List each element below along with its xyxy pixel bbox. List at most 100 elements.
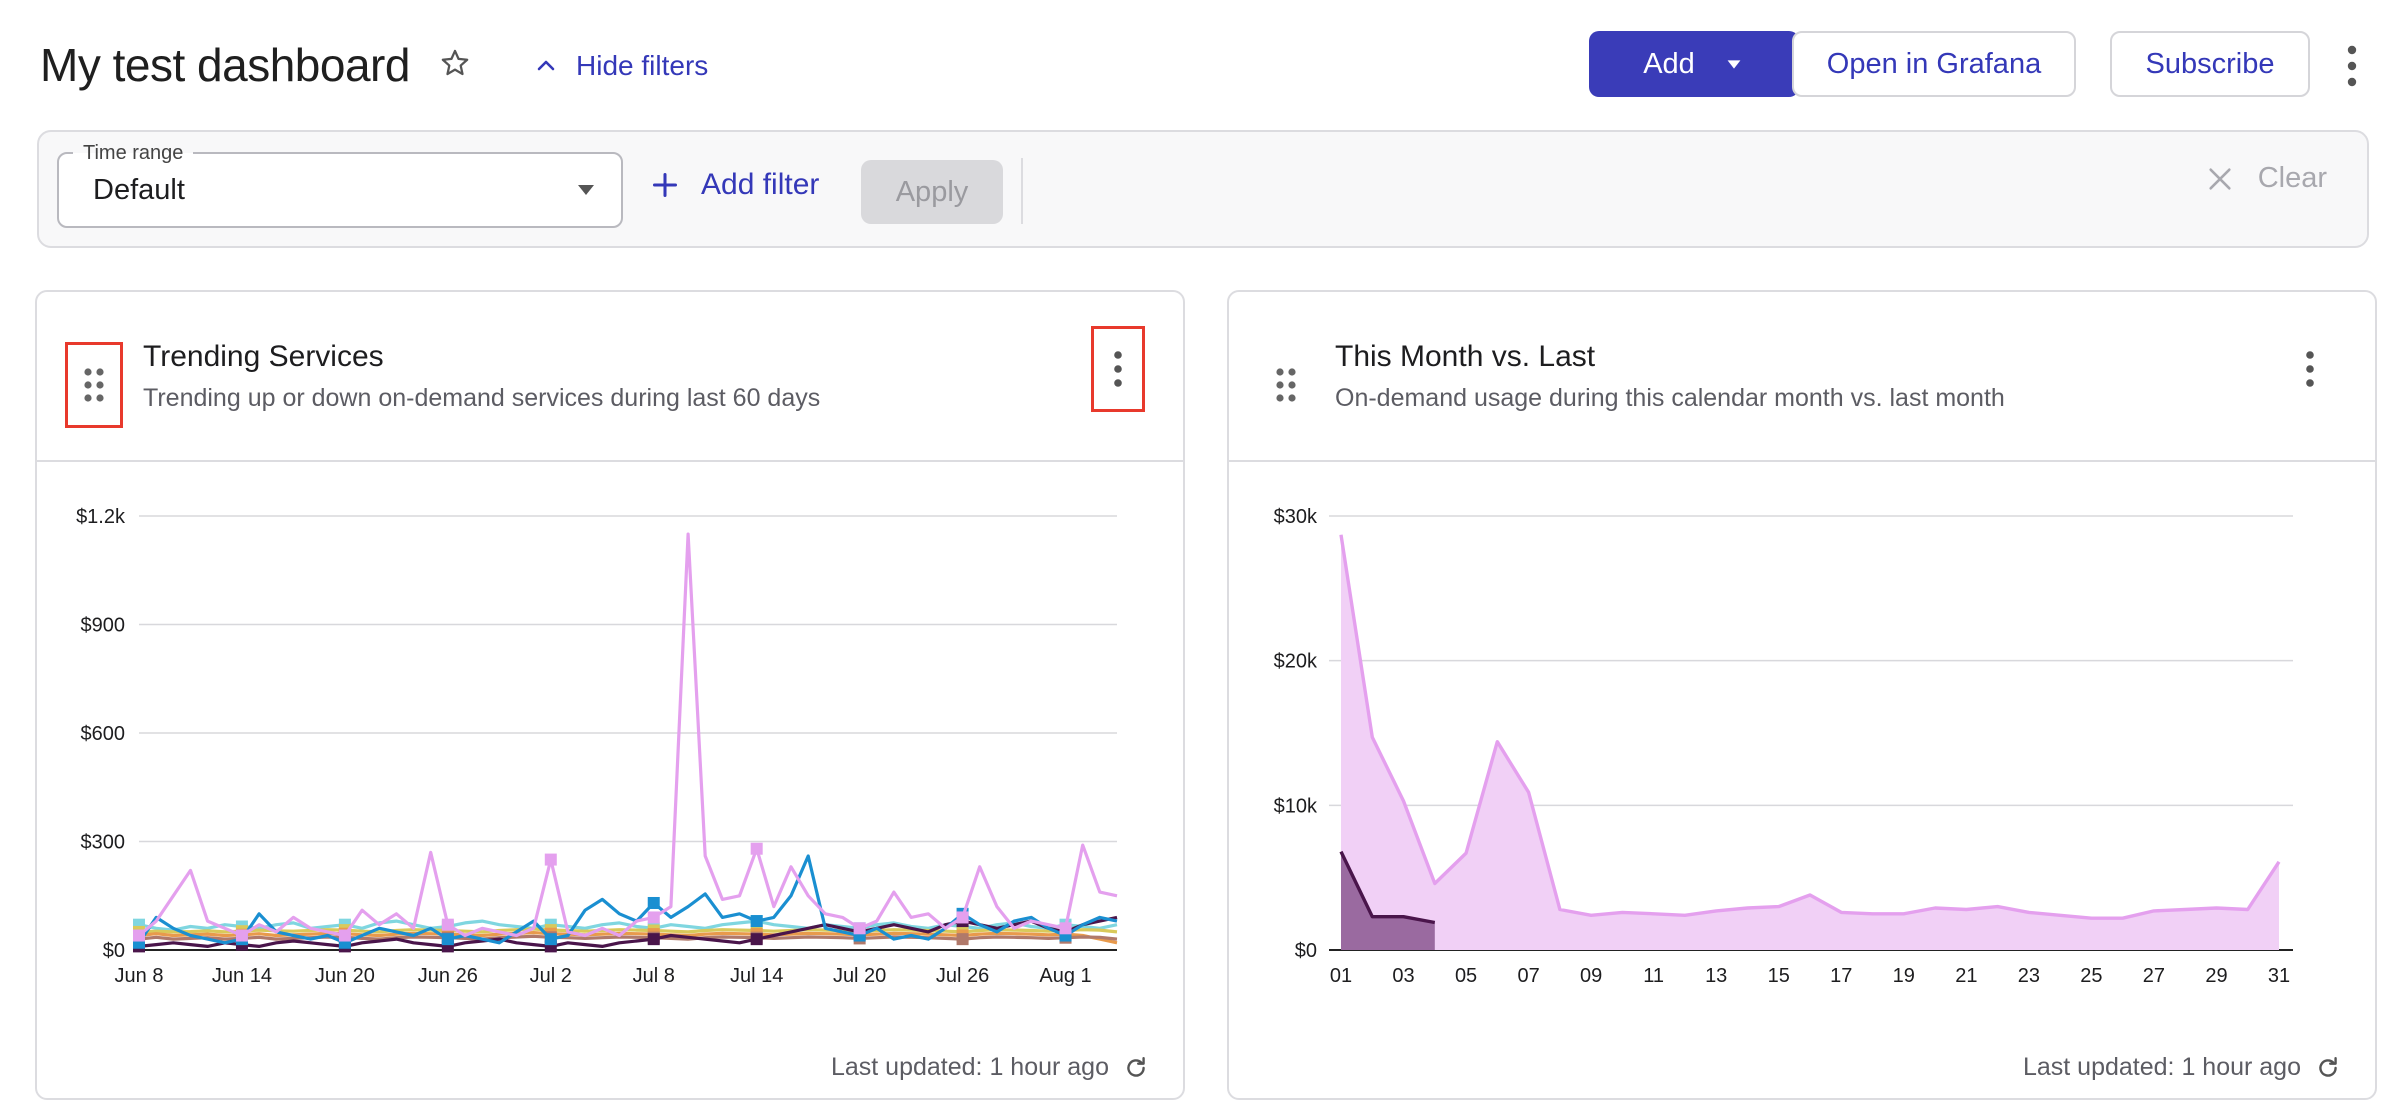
- panel-title: Trending Services: [143, 340, 384, 373]
- y-tick-label: $10k: [1274, 795, 1318, 817]
- data-point: [750, 933, 763, 946]
- dashboard-header: My test dashboard Hide filters Add Open …: [40, 28, 2364, 104]
- data-point: [647, 933, 660, 946]
- caret-down-icon: [1727, 60, 1741, 69]
- panel-subtitle: Trending up or down on-demand services d…: [143, 384, 821, 412]
- add-button[interactable]: Add: [1589, 31, 1799, 97]
- y-tick-label: $30k: [1274, 506, 1318, 528]
- chevron-up-icon: [537, 60, 555, 71]
- add-filter-label: Add filter: [701, 168, 820, 201]
- series-line: [138, 931, 1118, 945]
- data-point: [1059, 922, 1072, 935]
- data-point: [647, 896, 660, 909]
- last-updated: Last updated: 1 hour ago: [831, 1053, 1149, 1082]
- data-point: [750, 915, 763, 928]
- x-tick-label: Jun 20: [315, 965, 375, 987]
- last-updated-text: Last updated: 1 hour ago: [2022, 1053, 2301, 1081]
- x-tick-label: Jul 14: [730, 965, 783, 987]
- x-tick-label: 11: [1643, 965, 1664, 987]
- filter-bar: Time range Default Add filter Apply Clea…: [37, 130, 2369, 248]
- series-line: [1339, 534, 2281, 920]
- x-tick-label: Aug 1: [1039, 965, 1091, 987]
- data-point: [441, 918, 454, 931]
- open-in-grafana-button[interactable]: Open in Grafana: [1792, 31, 2076, 97]
- panel-menu-icon[interactable]: [1091, 326, 1145, 412]
- y-tick-label: $0: [1295, 940, 1317, 962]
- panel-menu-icon[interactable]: [2283, 326, 2337, 412]
- x-tick-label: Jul 26: [936, 965, 989, 987]
- time-range-label: Time range: [73, 140, 194, 166]
- data-point: [956, 933, 969, 946]
- series-line: [1339, 850, 1436, 925]
- x-tick-label: 17: [1830, 965, 1852, 987]
- data-point: [544, 933, 557, 946]
- add-filter-button[interactable]: Add filter: [651, 168, 819, 202]
- x-tick-label: Jun 8: [115, 965, 164, 987]
- series-line: [138, 934, 1118, 941]
- data-point: [544, 853, 557, 866]
- x-tick-label: 29: [2205, 965, 2227, 987]
- last-updated-text: Last updated: 1 hour ago: [830, 1053, 1109, 1081]
- y-tick-label: $300: [81, 832, 126, 854]
- data-point: [647, 911, 660, 924]
- x-tick-label: 19: [1893, 965, 1915, 987]
- y-tick-label: $900: [81, 615, 126, 637]
- panel-header: Trending Services Trending up or down on…: [37, 292, 1183, 462]
- x-tick-label: Jul 20: [833, 965, 886, 987]
- last-updated: Last updated: 1 hour ago: [2023, 1053, 2341, 1082]
- add-button-label: Add: [1643, 47, 1695, 80]
- divider: [1021, 158, 1023, 224]
- drag-handle-icon[interactable]: [65, 342, 123, 428]
- x-tick-label: Jul 8: [633, 965, 675, 987]
- series-line: [137, 532, 1118, 938]
- refresh-icon[interactable]: [1123, 1055, 1149, 1081]
- trending-services-panel: Trending Services Trending up or down on…: [35, 290, 1185, 1100]
- x-tick-label: 25: [2080, 965, 2102, 987]
- x-tick-label: 15: [1768, 965, 1790, 987]
- data-point: [853, 922, 866, 935]
- data-point: [956, 911, 969, 924]
- x-tick-label: 01: [1330, 965, 1352, 987]
- this-month-vs-last-panel: This Month vs. Last On-demand usage duri…: [1227, 290, 2377, 1100]
- y-tick-label: $20k: [1274, 651, 1318, 673]
- x-tick-label: Jun 26: [418, 965, 478, 987]
- clear-label: Clear: [2257, 162, 2327, 194]
- data-point: [235, 929, 248, 942]
- this-month-vs-last-chart: $0 $10k $20k $30k 01 03 05 07 09 11 13 15 17 19 21 23 25…: [1274, 506, 2293, 987]
- panel-title: This Month vs. Last: [1335, 340, 1596, 373]
- apply-button[interactable]: Apply: [861, 160, 1003, 224]
- x-tick-label: 07: [1517, 965, 1539, 987]
- y-tick-label: $0: [103, 940, 125, 962]
- refresh-icon[interactable]: [2315, 1055, 2341, 1081]
- x-tick-label: 23: [2018, 965, 2040, 987]
- clear-button[interactable]: Clear: [2206, 162, 2327, 195]
- series-area: [1341, 851, 1435, 950]
- drag-handle-icon[interactable]: [1257, 342, 1315, 428]
- y-tick-label: $600: [81, 723, 126, 745]
- plus-icon: [652, 172, 678, 198]
- time-range-value: Default: [93, 174, 185, 206]
- x-tick-label: 27: [2143, 965, 2165, 987]
- close-icon: [2209, 167, 2231, 190]
- x-tick-label: 31: [2268, 965, 2290, 987]
- time-range-select[interactable]: Time range Default: [57, 140, 623, 228]
- panel-subtitle: On-demand usage during this calendar mon…: [1335, 384, 2005, 412]
- x-tick-label: 09: [1580, 965, 1602, 987]
- more-options-icon[interactable]: [2340, 42, 2364, 90]
- data-point: [441, 933, 454, 946]
- star-icon[interactable]: [438, 46, 472, 80]
- y-tick-label: $1.2k: [76, 506, 126, 528]
- x-tick-label: Jul 2: [530, 965, 572, 987]
- x-tick-label: 05: [1455, 965, 1477, 987]
- x-tick-label: 13: [1705, 965, 1727, 987]
- panel-header: This Month vs. Last On-demand usage duri…: [1229, 292, 2375, 462]
- subscribe-button[interactable]: Subscribe: [2110, 31, 2310, 97]
- trending-services-chart: $0 $300 $600 $900 $1.2k Jun 8 Jun 14 Jun 20 Jun …: [76, 506, 1118, 987]
- data-point: [133, 929, 145, 942]
- series-line: [138, 919, 1118, 932]
- series-area: [1341, 534, 2279, 950]
- data-point: [338, 929, 351, 942]
- hide-filters-button[interactable]: Hide filters: [534, 46, 708, 86]
- caret-down-icon: [578, 185, 594, 195]
- x-tick-label: 03: [1392, 965, 1414, 987]
